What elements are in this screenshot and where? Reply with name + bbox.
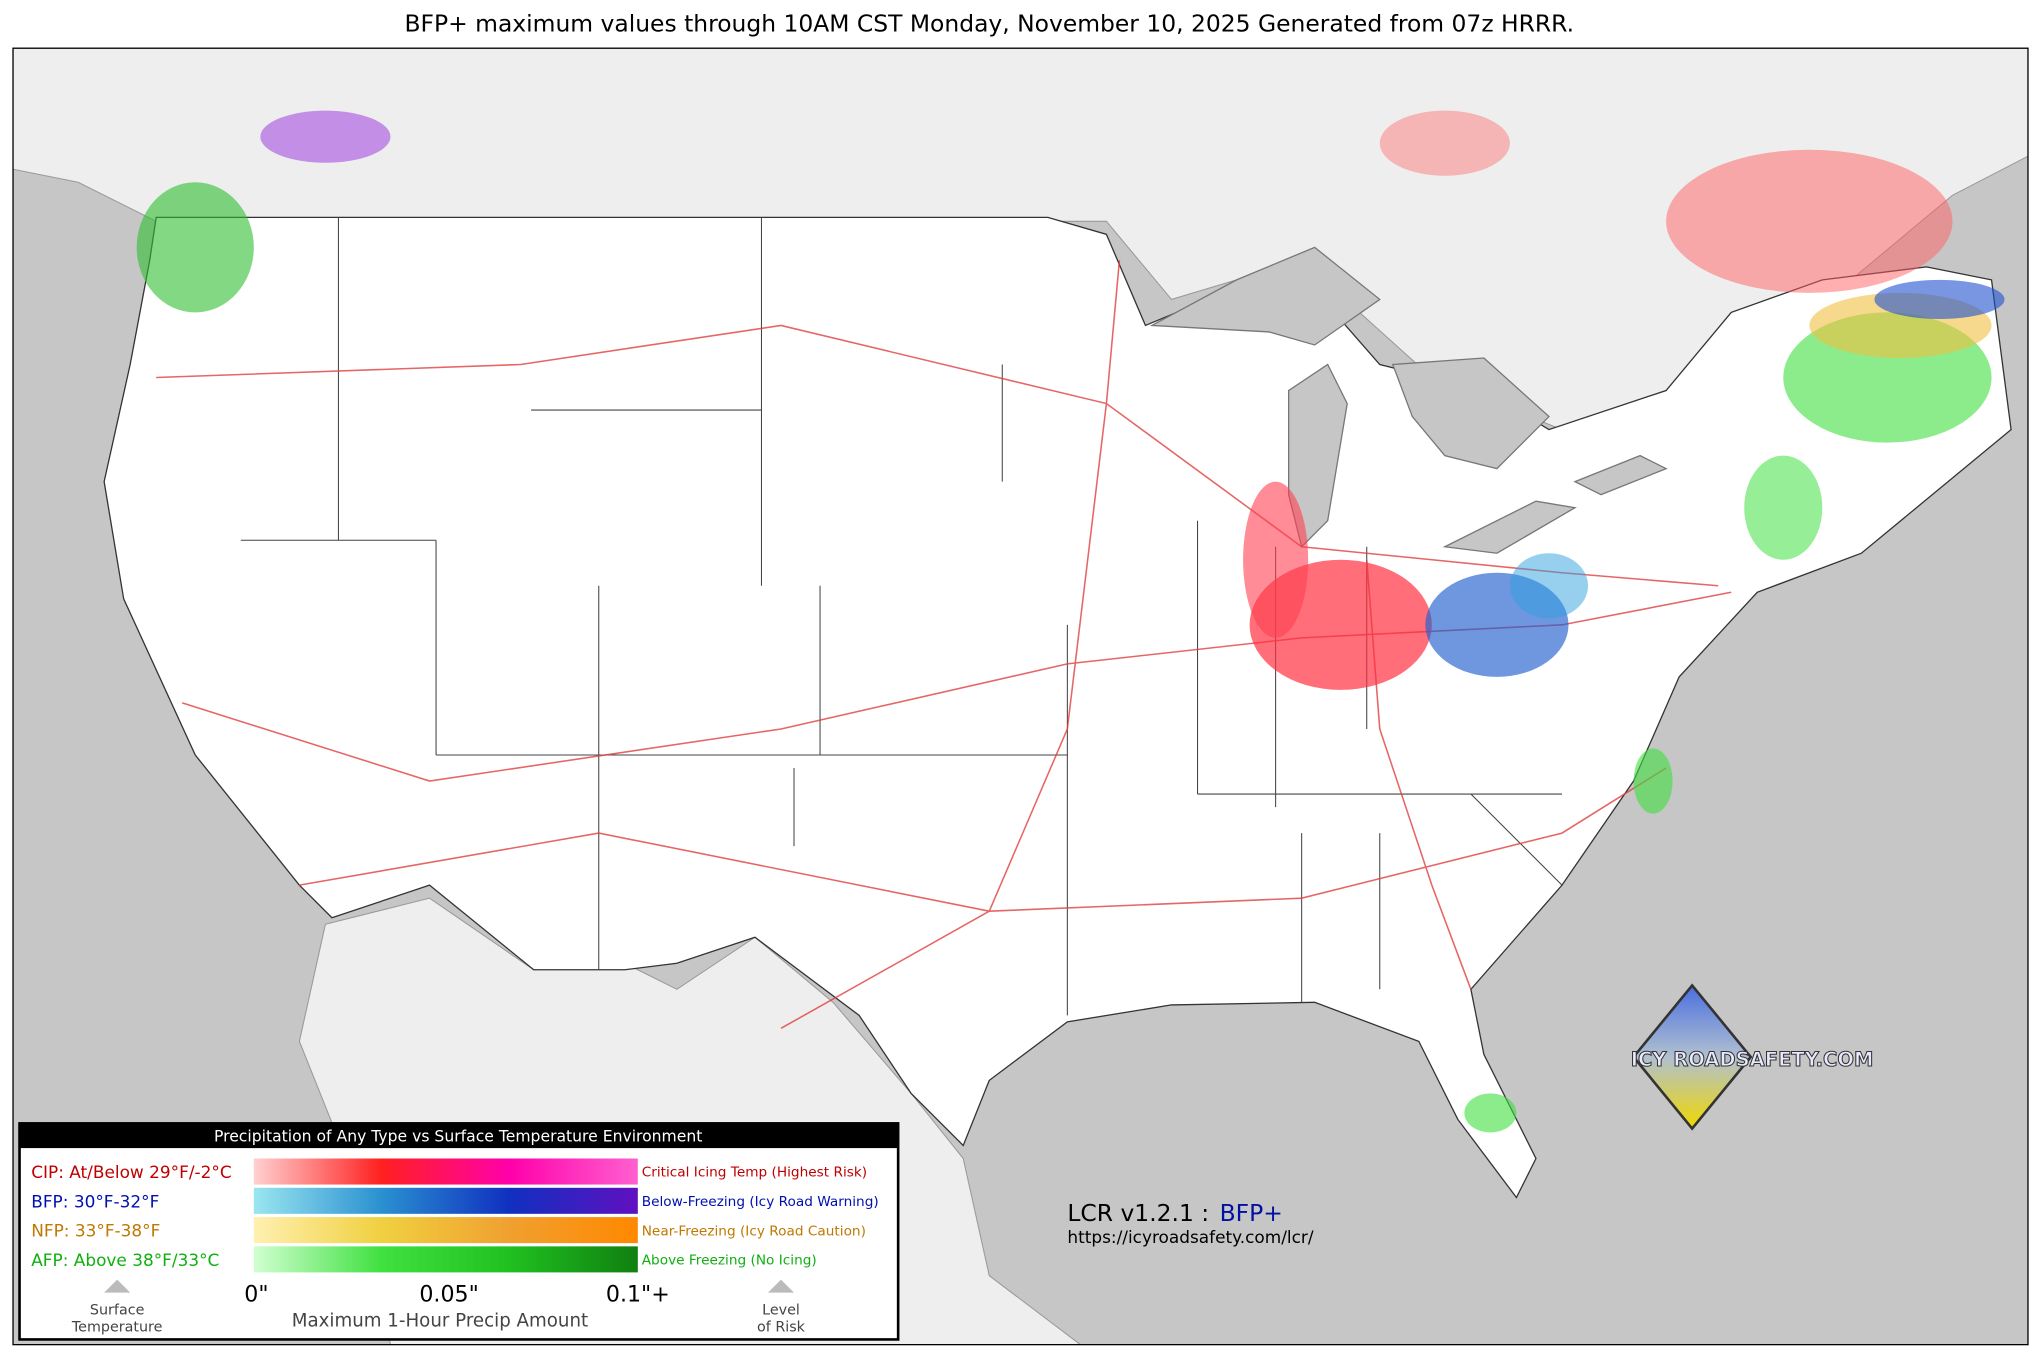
precip-afp <box>1464 1093 1517 1133</box>
map-title: BFP+ maximum values through 10AM CST Mon… <box>404 9 1574 37</box>
precip-bfp <box>1509 553 1589 619</box>
legend-gradient-bar <box>253 1187 638 1214</box>
precip-afp <box>1744 455 1823 560</box>
legend-row-description: Near-Freezing (Icy Road Caution) <box>642 1223 866 1239</box>
version-number: LCR v1.2.1 : <box>1067 1199 1209 1227</box>
legend-right-label: Level <box>762 1303 800 1319</box>
precip-afp <box>1633 748 1673 814</box>
logo: ICY ROADSAFETY.COM <box>1630 983 1874 1131</box>
legend-row-label: NFP: 33°F-38°F <box>31 1221 160 1241</box>
legend-row-label: AFP: Above 38°F/33°C <box>31 1250 219 1270</box>
map-frame <box>12 47 2029 1346</box>
legend-row-description: Below-Freezing (Icy Road Warning) <box>642 1194 879 1210</box>
legend-axis-label: Maximum 1-Hour Precip Amount <box>292 1310 588 1331</box>
version-label: LCR v1.2.1 : BFP+ <box>1067 1199 1282 1227</box>
legend-header-bar <box>19 1123 899 1149</box>
lake-erie <box>1442 500 1577 554</box>
version-block: LCR v1.2.1 : BFP+ https://icyroadsafety.c… <box>1067 1199 1313 1247</box>
precip-cip <box>1379 110 1510 176</box>
precip-afp <box>136 182 254 313</box>
legend-gradient-bar <box>253 1217 638 1244</box>
logo-text: ICY ROADSAFETY.COM <box>1631 1048 1874 1071</box>
legend-gradient-bar <box>253 1246 638 1273</box>
state-border-lines <box>240 217 1563 1016</box>
highway <box>299 767 1667 912</box>
legend-row-label: BFP: 30°F-32°F <box>31 1191 159 1211</box>
precip-bfp <box>260 110 391 163</box>
legend-gradient-bar <box>253 1158 638 1185</box>
legend-row-description: Above Freezing (No Icing) <box>642 1253 817 1269</box>
legend-left-label: Surface <box>90 1303 145 1319</box>
lake-superior <box>1149 246 1381 346</box>
precip-bfp <box>1874 279 2005 319</box>
legend-right-arrow <box>767 1279 795 1293</box>
product-name: BFP+ <box>1220 1199 1283 1227</box>
legend-right-label: of Risk <box>757 1320 806 1336</box>
legend-scale-label: 0.1"+ <box>606 1282 670 1308</box>
precip-overlay <box>136 110 2005 1133</box>
legend: Precipitation of Any Type vs Surface Tem… <box>18 1122 900 1341</box>
legend-left-label: Temperature <box>71 1320 163 1336</box>
highway <box>780 260 1121 1030</box>
precip-cip <box>1666 149 1953 293</box>
lake-huron <box>1391 357 1550 470</box>
precip-cip <box>1243 481 1309 638</box>
legend-header: Precipitation of Any Type vs Surface Tem… <box>214 1128 702 1146</box>
legend-scale-label: 0.05" <box>419 1282 478 1308</box>
legend-left-arrow <box>104 1279 131 1293</box>
legend-row-label: CIP: At/Below 29°F/-2°C <box>31 1162 231 1182</box>
version-url: https://icyroadsafety.com/lcr/ <box>1067 1227 1313 1247</box>
lake-ontario <box>1573 454 1668 496</box>
legend-scale-label: 0" <box>244 1282 268 1308</box>
state-borders <box>240 217 1563 1016</box>
logo-diamond <box>1631 983 1753 1131</box>
legend-row-description: Critical Icing Temp (Highest Risk) <box>642 1165 867 1181</box>
